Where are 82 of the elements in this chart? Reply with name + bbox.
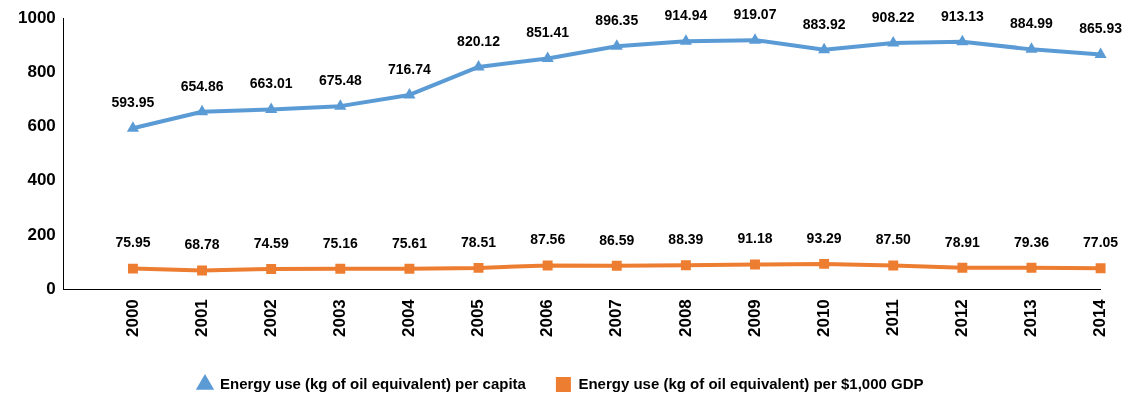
data-label: 78.51 bbox=[461, 233, 497, 250]
x-tick-label: 2001 bbox=[191, 299, 211, 338]
data-label: 675.48 bbox=[318, 72, 362, 88]
x-tick-label: 2008 bbox=[675, 299, 695, 338]
point bbox=[404, 263, 415, 274]
point bbox=[610, 39, 623, 50]
data-label: 820.12 bbox=[457, 32, 501, 49]
x-tick-label: 2005 bbox=[468, 299, 488, 338]
point bbox=[611, 260, 622, 271]
data-label: 851.41 bbox=[526, 24, 570, 41]
point bbox=[818, 42, 831, 54]
data-label: 91.18 bbox=[737, 230, 773, 247]
x-tick-label: 2000 bbox=[122, 299, 142, 338]
point bbox=[956, 34, 969, 46]
data-label: 919.07 bbox=[733, 5, 777, 22]
x-tick-label: 2006 bbox=[537, 299, 557, 338]
x-tick-label: 2009 bbox=[744, 299, 764, 338]
point bbox=[195, 104, 209, 116]
legend-label: Energy use (kg of oil equivalent) per capita bbox=[220, 374, 527, 392]
x-tick-label: 2007 bbox=[606, 299, 626, 338]
x-tick-label: 2004 bbox=[399, 298, 419, 338]
point bbox=[127, 263, 138, 274]
legend-label: Energy use (kg of oil equivalent) per $1,000 GDP bbox=[578, 374, 924, 392]
data-label: 716.74 bbox=[388, 60, 432, 77]
data-label: 74.59 bbox=[253, 234, 289, 251]
point bbox=[266, 264, 277, 274]
data-label: 883.92 bbox=[802, 15, 846, 32]
data-label: 896.35 bbox=[595, 12, 639, 29]
point bbox=[888, 260, 899, 271]
point bbox=[1025, 42, 1038, 53]
data-label: 87.56 bbox=[530, 231, 566, 248]
data-label: 593.95 bbox=[111, 94, 155, 111]
data-label: 93.29 bbox=[806, 229, 842, 246]
data-label: 914.94 bbox=[664, 7, 708, 24]
point bbox=[197, 265, 208, 276]
point bbox=[679, 34, 692, 45]
data-label: 654.86 bbox=[180, 77, 224, 94]
point bbox=[473, 262, 484, 273]
data-label: 75.16 bbox=[322, 234, 359, 251]
point bbox=[126, 121, 139, 132]
data-label: 75.61 bbox=[391, 234, 428, 251]
data-label: 77.05 bbox=[1083, 234, 1119, 251]
point bbox=[748, 33, 762, 44]
y-tick-label: 400 bbox=[27, 170, 56, 190]
x-tick-label: 2002 bbox=[260, 299, 280, 338]
data-label: 86.59 bbox=[599, 231, 635, 248]
x-tick-label: 2003 bbox=[329, 299, 349, 338]
point bbox=[957, 262, 968, 273]
y-tick-label: 200 bbox=[27, 224, 56, 244]
point bbox=[403, 87, 416, 99]
data-label: 908.22 bbox=[871, 8, 915, 25]
point bbox=[265, 102, 278, 114]
point bbox=[1094, 47, 1107, 59]
y-tick-label: 800 bbox=[27, 62, 56, 82]
data-label: 88.39 bbox=[668, 231, 704, 248]
x-tick-label: 2013 bbox=[1021, 299, 1041, 338]
point bbox=[542, 260, 553, 271]
data-label: 663.01 bbox=[249, 75, 293, 92]
x-tick-label: 2012 bbox=[952, 299, 972, 338]
point bbox=[541, 51, 554, 62]
x-tick-label: 2014 bbox=[1090, 298, 1110, 338]
data-label: 75.95 bbox=[115, 234, 151, 251]
y-tick-label: 0 bbox=[46, 278, 56, 298]
point bbox=[750, 259, 760, 270]
data-label: 865.93 bbox=[1079, 20, 1123, 37]
data-label: 913.13 bbox=[940, 7, 984, 24]
data-label: 68.78 bbox=[184, 236, 220, 253]
y-tick-label: 600 bbox=[27, 116, 56, 136]
point bbox=[887, 36, 900, 47]
point bbox=[334, 99, 347, 110]
point bbox=[1095, 263, 1106, 274]
data-label: 884.99 bbox=[1010, 15, 1054, 32]
x-tick-label: 2011 bbox=[882, 299, 902, 337]
y-tick-label: 1000 bbox=[17, 7, 56, 27]
data-label: 87.50 bbox=[875, 231, 911, 248]
point bbox=[680, 260, 691, 271]
x-tick-label: 2010 bbox=[813, 299, 833, 338]
point bbox=[1026, 262, 1037, 273]
data-label: 79.36 bbox=[1013, 233, 1050, 250]
data-label: 78.91 bbox=[944, 233, 981, 250]
point bbox=[335, 263, 346, 274]
point bbox=[819, 258, 830, 269]
